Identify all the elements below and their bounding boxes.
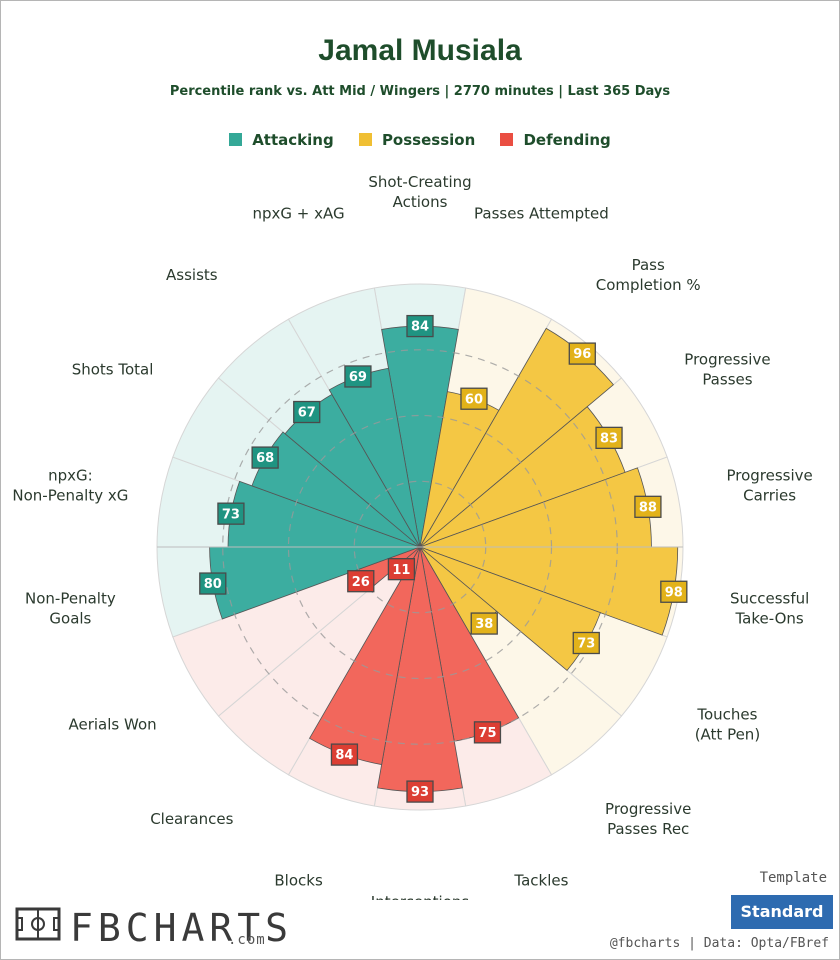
value-label-13: 80 — [204, 577, 222, 592]
value-label-16: 67 — [298, 406, 316, 421]
category-label-12: Aerials Won — [68, 716, 156, 734]
brand-name: FBCHARTS — [70, 906, 294, 950]
category-label-5: Successful Take-Ons — [730, 590, 809, 628]
value-box-17 — [344, 365, 372, 388]
legend-item-attacking: Attacking — [229, 131, 334, 149]
category-label-7: Progressive Passes Rec — [605, 800, 691, 838]
value-box-16 — [293, 400, 321, 424]
legend-item-possession: Possession — [358, 131, 476, 149]
value-box-8 — [473, 721, 502, 744]
category-label-15: Shots Total — [72, 361, 154, 379]
legend-swatch-attacking — [229, 133, 243, 146]
template-button[interactable]: Standard — [731, 895, 833, 929]
value-box-1 — [460, 387, 488, 410]
value-label-9: 93 — [411, 785, 429, 800]
value-box-2 — [568, 342, 596, 365]
legend-swatch-possession — [358, 133, 372, 146]
value-box-6 — [572, 631, 600, 655]
category-label-11: Clearances — [150, 810, 233, 828]
value-box-9 — [406, 780, 434, 803]
pitch-logo-icon — [15, 907, 61, 941]
value-box-10 — [330, 743, 359, 766]
value-box-14 — [217, 502, 245, 525]
value-box-12 — [347, 570, 375, 593]
category-label-6: Touches (Att Pen) — [695, 706, 760, 744]
value-box-4 — [634, 495, 662, 518]
category-label-1: Passes Attempted — [474, 204, 609, 222]
legend-swatch-defending — [500, 133, 514, 146]
value-box-7 — [470, 612, 498, 635]
value-box-0 — [406, 314, 434, 338]
value-label-8: 75 — [478, 726, 496, 741]
value-label-14: 73 — [222, 507, 240, 522]
category-label-17: npxG + xAG — [253, 204, 345, 222]
legend-item-defending: Defending — [500, 131, 611, 149]
category-label-13: Non-Penalty Goals — [25, 590, 116, 628]
value-label-11: 11 — [392, 563, 410, 578]
category-label-4: Progressive Carries — [726, 466, 812, 504]
category-label-14: npxG: Non-Penalty xG — [12, 466, 128, 504]
value-box-15 — [251, 446, 279, 469]
brand-suffix: .com — [228, 932, 266, 948]
category-label-10: Blocks — [274, 872, 323, 890]
category-label-9: Interceptions — [371, 893, 470, 900]
category-label-8: Tackles — [513, 872, 568, 890]
legend: Attacking Possession Defending — [0, 131, 840, 149]
value-label-17: 69 — [349, 370, 367, 385]
value-box-5 — [660, 580, 688, 603]
category-label-3: Progressive Passes — [684, 351, 770, 389]
category-label-16: Assists — [166, 266, 218, 284]
value-label-0: 84 — [411, 320, 429, 335]
value-box-13 — [199, 572, 227, 595]
value-box-3 — [595, 426, 623, 450]
legend-label-defending: Defending — [523, 131, 611, 149]
value-box-11 — [387, 558, 416, 581]
value-label-15: 68 — [256, 451, 274, 466]
radar-chart: 84 60 96 83 88 98 73 38 75 93 84 11 26 80 73 68 67 69 Shot… — [12, 173, 812, 900]
chart-title: Jamal Musiala — [318, 34, 522, 67]
value-label-1: 60 — [465, 392, 483, 407]
category-label-0: Shot-Creating Actions — [368, 173, 471, 211]
value-label-5: 98 — [665, 585, 683, 600]
legend-label-attacking: Attacking — [252, 131, 334, 149]
category-label-2: Pass Completion % — [596, 256, 701, 294]
legend-label-possession: Possession — [381, 131, 476, 149]
template-label: Template — [759, 870, 827, 886]
value-label-6: 73 — [577, 637, 595, 652]
value-label-2: 96 — [573, 347, 591, 362]
value-label-7: 38 — [475, 617, 493, 632]
data-credit: @fbcharts | Data: Opta/FBref — [609, 936, 829, 951]
value-label-10: 84 — [335, 748, 353, 763]
value-label-3: 83 — [600, 431, 618, 446]
value-label-4: 88 — [639, 500, 657, 515]
value-label-12: 26 — [352, 575, 370, 590]
chart-subtitle: Percentile rank vs. Att Mid / Wingers | … — [169, 84, 671, 99]
